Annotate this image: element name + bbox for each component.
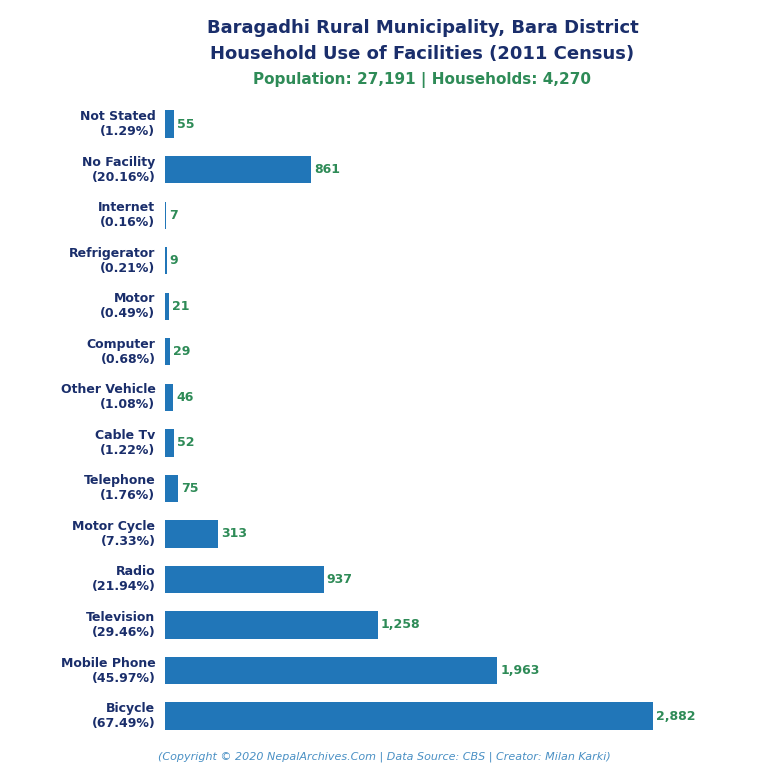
Bar [165,201,167,229]
Bar [165,338,170,366]
Text: 46: 46 [176,391,194,404]
Text: (Copyright © 2020 NepalArchives.Com | Data Source: CBS | Creator: Milan Karki): (Copyright © 2020 NepalArchives.Com | Da… [157,751,611,762]
Text: 21: 21 [172,300,189,313]
Bar [165,703,653,730]
Bar [165,475,178,502]
Bar [165,384,173,411]
Text: Population: 27,191 | Households: 4,270: Population: 27,191 | Households: 4,270 [253,72,591,88]
Bar [165,429,174,456]
Text: 75: 75 [180,482,198,495]
Bar [165,566,323,593]
Text: 937: 937 [326,573,353,586]
Bar [165,111,174,137]
Bar [165,247,167,274]
Text: 29: 29 [173,346,190,359]
Text: 2,882: 2,882 [656,710,695,723]
Text: 861: 861 [314,163,340,176]
Text: 55: 55 [177,118,195,131]
Text: 52: 52 [177,436,194,449]
Text: 7: 7 [170,209,178,222]
Bar [165,293,169,320]
Bar [165,156,311,184]
Text: Baragadhi Rural Municipality, Bara District: Baragadhi Rural Municipality, Bara Distr… [207,19,638,37]
Text: 1,258: 1,258 [381,618,421,631]
Bar [165,657,497,684]
Text: 1,963: 1,963 [500,664,540,677]
Bar [165,611,378,639]
Text: Household Use of Facilities (2011 Census): Household Use of Facilities (2011 Census… [210,45,634,62]
Text: 313: 313 [221,528,247,541]
Text: 9: 9 [170,254,178,267]
Bar [165,520,218,548]
